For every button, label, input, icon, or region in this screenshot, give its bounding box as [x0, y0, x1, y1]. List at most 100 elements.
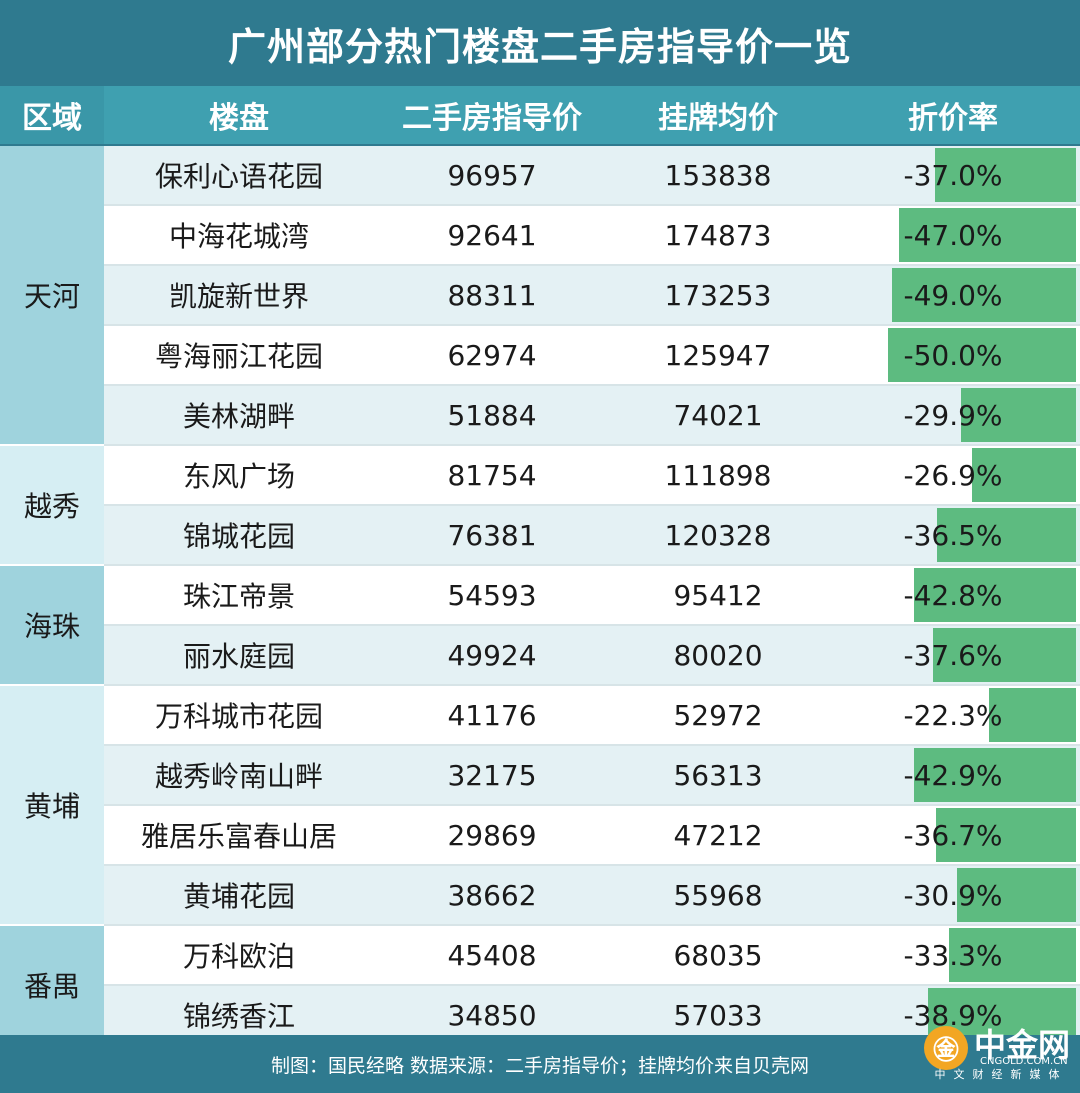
header-listing-price: 挂牌均价: [658, 101, 778, 136]
guide-price: 38662: [374, 866, 611, 926]
property-name: 万科城市花园: [104, 686, 375, 746]
logo-name: 中金网: [974, 1026, 1071, 1064]
guide-price: 76381: [374, 506, 611, 566]
table-row: 黄埔花园 38662 55968 -30.9%: [104, 866, 1080, 926]
property-name: 美林湖畔: [104, 386, 375, 446]
discount-rate-cell: -42.8%: [826, 566, 1080, 626]
listing-price: 80020: [610, 626, 827, 686]
table-row: 美林湖畔 51884 74021 -29.9%: [104, 386, 1080, 446]
discount-rate-cell: -37.6%: [826, 626, 1080, 686]
discount-bar: [972, 448, 1076, 502]
property-name: 保利心语花园: [104, 146, 375, 206]
discount-bar: [937, 508, 1076, 562]
listing-price: 55968: [610, 866, 827, 926]
discount-rate-cell: -47.0%: [826, 206, 1080, 266]
cngold-logo-icon: ㊎: [924, 1026, 968, 1070]
listing-price: 111898: [610, 446, 827, 506]
property-name: 中海花城湾: [104, 206, 375, 266]
discount-rate-label: -38.9%: [903, 998, 1003, 1032]
discount-rate-cell: -26.9%: [826, 446, 1080, 506]
discount-rate-label: -33.3%: [903, 938, 1003, 972]
discount-rate-label: -36.7%: [903, 818, 1003, 852]
guide-price: 88311: [374, 266, 611, 326]
discount-rate-label: -36.5%: [903, 518, 1003, 552]
discount-rate-cell: -22.3%: [826, 686, 1080, 746]
discount-rate-cell: -36.7%: [826, 806, 1080, 866]
property-name: 丽水庭园: [104, 626, 375, 686]
listing-price: 153838: [610, 146, 827, 206]
table-row: 东风广场 81754 111898 -26.9%: [104, 446, 1080, 506]
table-row: 丽水庭园 49924 80020 -37.6%: [104, 626, 1080, 686]
discount-bar: [935, 148, 1076, 202]
region-cell: 黄埔: [0, 686, 104, 926]
discount-rate-label: -47.0%: [903, 218, 1003, 252]
discount-rate-cell: -30.9%: [826, 866, 1080, 926]
property-name: 凯旋新世界: [104, 266, 375, 326]
guide-price: 81754: [374, 446, 611, 506]
discount-rate-label: -22.3%: [903, 698, 1003, 732]
discount-bar: [888, 328, 1076, 382]
guide-price: 51884: [374, 386, 611, 446]
listing-price: 47212: [610, 806, 827, 866]
property-name: 黄埔花园: [104, 866, 375, 926]
table-header: 区域 楼盘 二手房指导价 挂牌均价 折价率: [0, 86, 1080, 144]
logo-url: CNGOLD.COM.CN: [980, 1056, 1068, 1067]
property-name: 雅居乐富春山居: [104, 806, 375, 866]
discount-bar: [949, 928, 1076, 982]
discount-bar: [989, 688, 1076, 742]
table-row: 保利心语花园 96957 153838 -37.0%: [104, 146, 1080, 206]
discount-bar: [914, 748, 1076, 802]
discount-rate-cell: -50.0%: [826, 326, 1080, 386]
region-cell: 海珠: [0, 566, 104, 686]
cngold-logo: ㊎ 中金网 CNGOLD.COM.CN 中文财经新媒体: [920, 1016, 1080, 1086]
header-guide-price: 二手房指导价: [402, 101, 582, 136]
guide-price: 32175: [374, 746, 611, 806]
table-row: 雅居乐富春山居 29869 47212 -36.7%: [104, 806, 1080, 866]
discount-rate-label: -42.9%: [903, 758, 1003, 792]
discount-bar: [914, 568, 1076, 622]
table-row: 珠江帝景 54593 95412 -42.8%: [104, 566, 1080, 626]
property-name: 珠江帝景: [104, 566, 375, 626]
discount-bar: [892, 268, 1076, 322]
table-row: 中海花城湾 92641 174873 -47.0%: [104, 206, 1080, 266]
table-row: 万科欧泊 45408 68035 -33.3%: [104, 926, 1080, 986]
table-row: 越秀岭南山畔 32175 56313 -42.9%: [104, 746, 1080, 806]
discount-rate-label: -50.0%: [903, 338, 1003, 372]
listing-price: 56313: [610, 746, 827, 806]
footer-source: 制图：国民经略 数据来源：二手房指导价；挂牌均价来自贝壳网: [0, 1035, 1080, 1093]
region-cell: 越秀: [0, 446, 104, 566]
discount-rate-cell: -29.9%: [826, 386, 1080, 446]
listing-price: 125947: [610, 326, 827, 386]
discount-rate-cell: -49.0%: [826, 266, 1080, 326]
property-name: 越秀岭南山畔: [104, 746, 375, 806]
table-row: 万科城市花园 41176 52972 -22.3%: [104, 686, 1080, 746]
table-row: 锦城花园 76381 120328 -36.5%: [104, 506, 1080, 566]
discount-bar: [899, 208, 1076, 262]
logo-tagline: 中文财经新媒体: [934, 1068, 1068, 1081]
property-name: 东风广场: [104, 446, 375, 506]
guide-price: 41176: [374, 686, 611, 746]
guide-price: 45408: [374, 926, 611, 986]
listing-price: 173253: [610, 266, 827, 326]
property-name: 锦城花园: [104, 506, 375, 566]
discount-rate-label: -37.0%: [903, 158, 1003, 192]
guide-price: 92641: [374, 206, 611, 266]
listing-price: 120328: [610, 506, 827, 566]
discount-rate-label: -29.9%: [903, 398, 1003, 432]
discount-rate-cell: -33.3%: [826, 926, 1080, 986]
discount-bar: [933, 628, 1076, 682]
guide-price: 62974: [374, 326, 611, 386]
discount-rate-label: -26.9%: [903, 458, 1003, 492]
guide-price: 96957: [374, 146, 611, 206]
table-row: 粤海丽江花园 62974 125947 -50.0%: [104, 326, 1080, 386]
header-discount-rate: 折价率: [908, 101, 998, 136]
guide-price: 49924: [374, 626, 611, 686]
guide-price: 54593: [374, 566, 611, 626]
table-row: 凯旋新世界 88311 173253 -49.0%: [104, 266, 1080, 326]
discount-rate-label: -37.6%: [903, 638, 1003, 672]
listing-price: 95412: [610, 566, 827, 626]
discount-rate-label: -30.9%: [903, 878, 1003, 912]
discount-rate-cell: -42.9%: [826, 746, 1080, 806]
discount-rate-label: -42.8%: [903, 578, 1003, 612]
page-title: 广州部分热门楼盘二手房指导价一览: [0, 0, 1080, 86]
